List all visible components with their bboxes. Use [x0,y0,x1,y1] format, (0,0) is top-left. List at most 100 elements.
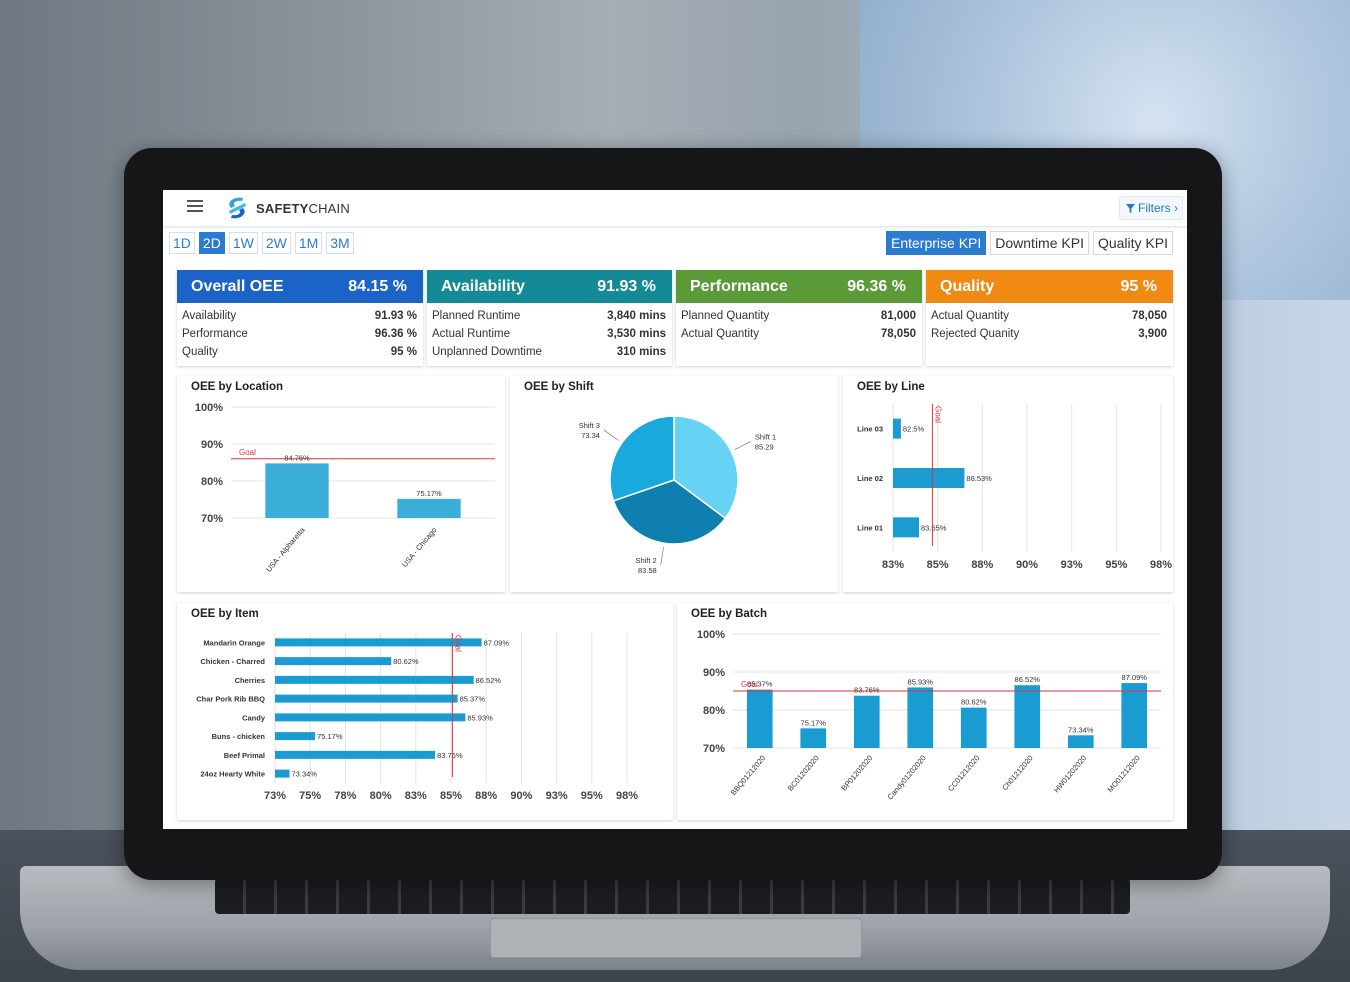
top-bar: SAFETYCHAIN Filters › [163,190,1187,227]
goal-label: Goal [239,448,256,457]
oee-by-item-chart: 73% 75% 78% 80% 83% 85% 88% 90% 93% 95% 98% 87.09% M… [196,633,638,802]
tab-quality-kpi[interactable]: Quality KPI [1092,231,1173,255]
bar[interactable] [893,517,920,538]
kpi-metric-row: Actual Quantity 78,050 [676,325,922,343]
x-category-label: CC01212020 [946,754,981,794]
tab-downtime-kpi[interactable]: Downtime KPI [990,231,1089,255]
kpi-card-title: Quality [940,278,995,295]
kpi-card-quality[interactable]: Quality 95 % Actual Quantity 78,050 Rejected… [926,270,1173,366]
filters-button[interactable]: Filters › [1118,196,1183,220]
kpi-metric-row: Rejected Quanity 3,900 [926,325,1173,343]
x-tick-label: 85% [440,790,462,802]
kpi-metric-label: Quality [182,346,218,358]
chart-title: OEE by Line [857,381,925,393]
pie-slice[interactable] [673,415,739,520]
pie-slice[interactable] [612,479,727,545]
y-category-label: Mandarin Orange [203,638,265,647]
bar[interactable] [275,638,482,647]
bar[interactable] [960,707,987,748]
kpi-card-value: 91.93 % [597,278,656,295]
kpi-card-performance[interactable]: Performance 96.36 % Planned Quantity 81,000… [676,270,922,366]
bar[interactable] [893,468,965,488]
bar[interactable] [275,657,392,666]
kpi-metric-value: 91.93 % [374,310,417,322]
chart-title: OEE by Item [191,608,259,620]
kpi-card-value: 96.36 % [847,278,906,295]
x-tick-label: 85% [927,559,949,571]
kpi-card-oee[interactable]: Overall OEE 84.15 % Availability 91.93 % Per… [177,270,423,366]
bar[interactable] [275,732,316,741]
bar[interactable] [853,695,880,748]
pie-slice[interactable] [609,415,675,502]
goal-label: Goal [933,406,942,423]
range-tab-1d[interactable]: 1D [169,232,195,254]
x-tick-label: 93% [1061,559,1083,571]
x-category-label: Candy01202020 [885,754,927,802]
kpi-metric-value: 3,840 mins [607,310,666,322]
bar[interactable] [1067,735,1094,748]
y-category-label: Char Pork Rib BBQ [196,695,265,704]
x-tick-label: 80% [370,790,392,802]
kpi-metric-value: 78,050 [1131,310,1167,322]
kpi-card-header: Overall OEE 84.15 % [177,270,423,303]
bar[interactable] [275,769,290,778]
x-category-label: MO01212020 [1106,754,1142,795]
bar[interactable] [1121,683,1148,748]
bar[interactable] [275,713,466,722]
bar[interactable] [893,418,901,439]
bar[interactable] [1014,685,1041,748]
kpi-type-tabs: Enterprise KPI Downtime KPI Quality KPI [886,231,1173,255]
kpi-card-header: Quality 95 % [926,270,1173,303]
y-category-label: Candy [242,713,266,722]
range-tab-2w[interactable]: 2W [261,232,291,254]
bar[interactable] [275,675,474,684]
x-category-label: BP01202020 [840,754,875,793]
bar[interactable] [800,728,827,748]
y-category-label: Line 03 [857,425,883,434]
oee-by-batch-chart: 100% 90% 80% 70% 85.37% BBQ01212020 75.17% BC01… [697,629,1161,802]
pie-slice-value: 73.34 [581,431,600,440]
bar[interactable] [275,694,458,703]
x-tick-label: 90% [1016,559,1038,571]
y-category-label: Chicken - Charred [200,657,265,666]
range-tab-1m[interactable]: 1M [294,232,323,254]
y-category-label: Line 01 [857,523,883,532]
kpi-metric-label: Availability [182,310,237,322]
kpi-card-title: Performance [690,278,788,295]
kpi-card-availability[interactable]: Availability 91.93 % Planned Runtime 3,840 … [427,270,672,366]
kpi-metric-label: Actual Runtime [432,328,510,340]
dashboard-screen: SAFETYCHAIN Filters › 1D 2D 1W 2W 1M 3M Enter… [163,190,1187,829]
bar[interactable] [265,463,329,518]
bar[interactable] [275,750,436,759]
bar[interactable] [746,689,773,748]
kpi-metric-value: 96.36 % [374,328,417,340]
oee-by-line-chart: 83% 85% 88% 90% 93% 95% 98% 82.5% Line 03 86.53% L… [857,404,1172,571]
oee-by-location-chart: 100% 90% 80% 70% 84.76% USA - Alpharetta 75.17… [195,402,495,574]
tab-enterprise-kpi[interactable]: Enterprise KPI [886,231,987,255]
safetychain-logo-icon [229,197,246,219]
range-tab-3m[interactable]: 3M [326,232,354,254]
bar[interactable] [907,687,934,748]
y-tick-label: 80% [201,476,223,488]
pie-slice-name: Shift 1 [755,432,776,441]
kpi-metric-value: 3,900 [1138,328,1167,340]
x-category-label: HW01202020 [1052,754,1088,795]
kpi-metric-value: 310 mins [616,346,666,358]
oee-by-line-card: OEE by Line 83% 85% 88% 90% 93% 95% 98% 82.5% Li… [843,376,1173,592]
chart-title: OEE by Shift [524,381,594,393]
kpi-metric-label: Actual Quantity [681,328,759,340]
pie-slice-name: Shift 3 [579,421,600,430]
bar[interactable] [397,498,461,518]
kpi-metric-label: Unplanned Downtime [432,346,542,358]
pie-leader-line [660,547,664,566]
y-category-label: Cherries [235,676,265,685]
range-tab-1w[interactable]: 1W [228,232,258,254]
kpi-card-header: Availability 91.93 % [427,270,672,303]
filter-icon [1125,204,1135,213]
menu-icon[interactable] [187,200,203,212]
bar-value-label: 86.52% [1015,675,1041,684]
range-tab-2d[interactable]: 2D [198,232,225,254]
bar-value-label: 80.62% [393,657,419,666]
oee-by-shift-card: OEE by Shift Shift 1 85.29 Shift 2 83.58 Shi… [510,376,838,592]
kpi-metric-label: Planned Runtime [432,310,521,322]
